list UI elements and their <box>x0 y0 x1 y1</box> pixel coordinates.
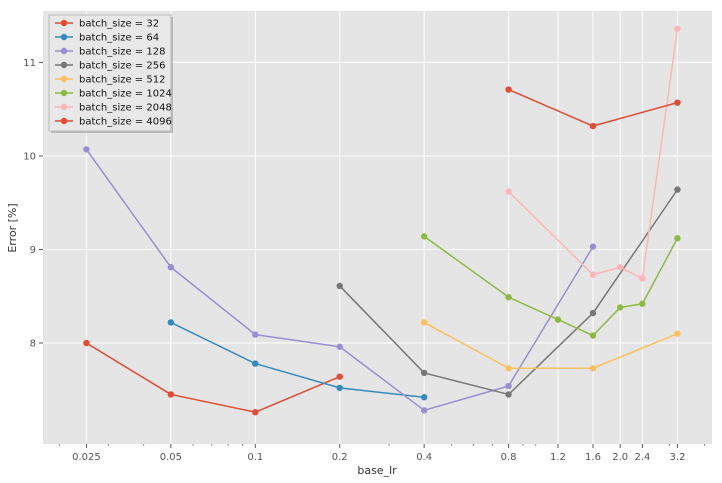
data-point <box>616 304 624 311</box>
legend-label: batch_size = 32 <box>79 19 159 30</box>
legend-marker <box>60 89 68 97</box>
legend-label: batch_size = 1024 <box>79 89 172 100</box>
data-point <box>336 343 343 350</box>
data-point <box>420 407 428 414</box>
y-axis-label: Error [%] <box>6 203 19 252</box>
legend-marker <box>60 75 68 83</box>
data-point <box>505 365 512 372</box>
legend-marker <box>60 103 68 111</box>
data-point <box>336 373 343 380</box>
legend-marker <box>60 47 68 55</box>
series-4 <box>420 319 681 372</box>
data-point <box>336 384 343 392</box>
series-line <box>170 321 425 398</box>
data-point <box>336 282 343 290</box>
data-point <box>83 339 90 347</box>
series-line <box>86 342 341 413</box>
x-tick-label: 0.4 <box>416 452 432 463</box>
data-point <box>505 293 512 301</box>
data-point <box>420 394 428 401</box>
y-tick-label: 11 <box>23 58 36 69</box>
series-6 <box>505 25 681 282</box>
x-tick-label: 1.6 <box>585 452 601 463</box>
data-point <box>674 330 681 337</box>
grid <box>43 11 712 444</box>
y-tick-label: 8 <box>30 338 36 349</box>
x-tick-label: 2.0 <box>612 452 628 463</box>
data-point <box>252 409 259 416</box>
data-point <box>252 360 259 367</box>
y-axis: 8 9 10 11 <box>23 58 43 349</box>
data-point <box>589 122 597 130</box>
series-3 <box>336 186 681 398</box>
series-1 <box>167 319 428 401</box>
series-0 <box>83 339 343 416</box>
data-point <box>554 316 562 323</box>
data-point <box>505 86 512 93</box>
data-point <box>589 365 597 372</box>
series-5 <box>420 233 681 339</box>
legend-marker <box>60 117 68 125</box>
legend-label: batch_size = 64 <box>79 33 159 44</box>
data-point <box>589 309 597 317</box>
series-2 <box>83 146 597 414</box>
legend-marker <box>60 33 68 41</box>
data-point <box>83 146 90 153</box>
legend-label: batch_size = 4096 <box>79 117 172 128</box>
x-tick-label: 2.4 <box>634 452 650 463</box>
x-tick-label: 0.8 <box>501 452 517 463</box>
x-tick-label: 0.05 <box>160 452 182 463</box>
data-point <box>505 188 512 195</box>
data-point <box>420 369 428 377</box>
data-point <box>167 319 175 326</box>
x-tick-label: 0.2 <box>332 452 348 463</box>
data-point <box>167 391 175 398</box>
data-point <box>505 382 512 390</box>
legend-label: batch_size = 128 <box>79 47 165 58</box>
data-point <box>252 331 259 338</box>
data-point <box>674 99 681 106</box>
x-tick-label: 3.2 <box>669 452 685 463</box>
data-point <box>505 391 512 398</box>
x-tick-label: 0.025 <box>72 452 101 463</box>
legend-label: batch_size = 256 <box>79 61 165 72</box>
series-layer <box>83 25 681 416</box>
data-point <box>616 264 624 271</box>
y-tick-label: 10 <box>23 151 36 162</box>
series-line <box>423 321 678 369</box>
x-axis: 0.025 0.05 0.1 0.2 0.4 0.8 1.2 1.6 2.0 2.4 3.2 <box>58 444 706 463</box>
data-point <box>420 233 428 240</box>
legend-marker <box>60 19 68 27</box>
data-point <box>674 186 681 193</box>
legend-marker <box>60 61 68 69</box>
data-point <box>639 300 646 307</box>
data-point <box>589 271 597 278</box>
x-tick-label: 1.2 <box>550 452 566 463</box>
legend-label: batch_size = 512 <box>79 75 165 86</box>
y-tick-label: 9 <box>30 245 36 256</box>
legend-box <box>48 14 172 132</box>
data-point <box>589 243 597 250</box>
data-point <box>639 275 646 282</box>
x-tick-label: 0.1 <box>247 452 263 463</box>
data-point <box>674 235 681 242</box>
data-point <box>674 25 681 32</box>
data-point <box>167 264 175 271</box>
series-7 <box>505 86 681 130</box>
legend: batch_size = 32 batch_size = 64 batch_size… <box>48 14 173 133</box>
x-axis-label: base_lr <box>357 464 397 477</box>
legend-label: batch_size = 2048 <box>79 103 172 114</box>
data-point <box>589 332 597 339</box>
data-point <box>420 319 428 326</box>
